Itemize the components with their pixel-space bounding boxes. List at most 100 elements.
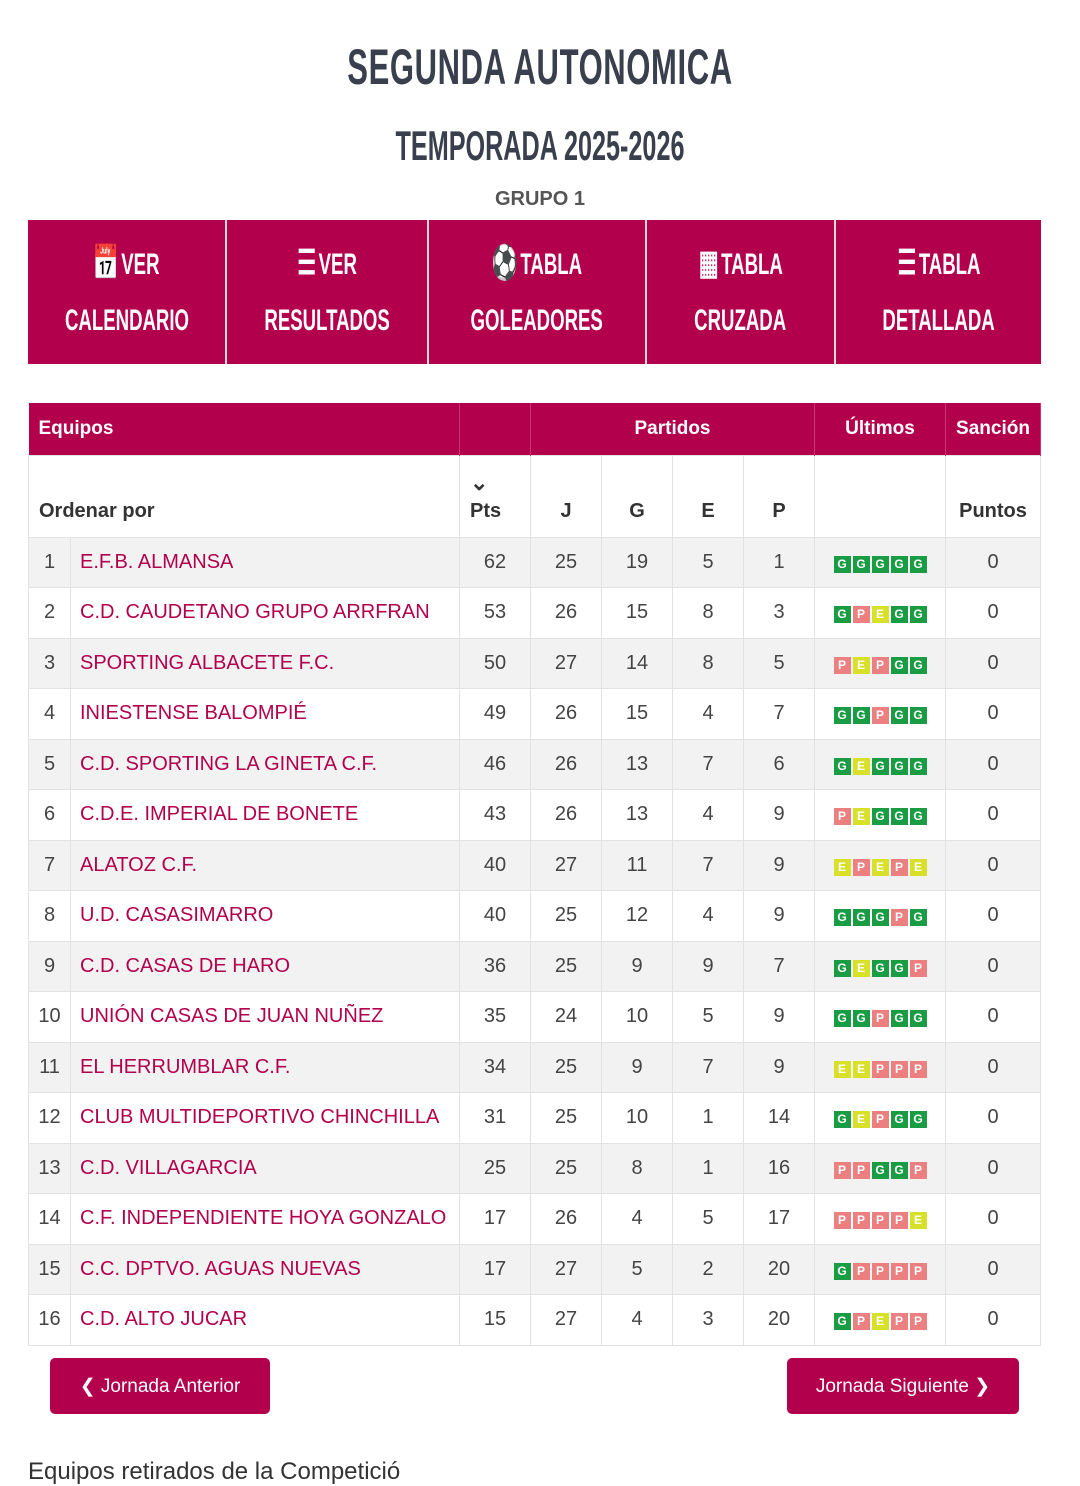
team-link[interactable]: UNIÓN CASAS DE JUAN NUÑEZ [70,991,460,1043]
won: 10 [601,1092,673,1144]
result-badge: G [890,555,908,573]
drawn: 7 [672,839,744,891]
sanction-points: 0 [945,1193,1041,1245]
position: 3 [28,637,71,689]
won: 4 [601,1193,673,1245]
position: 10 [28,991,71,1043]
team-link[interactable]: ALATOZ C.F. [70,839,460,891]
played: 26 [530,1193,602,1245]
result-badge: G [871,555,889,573]
team-link[interactable]: INIESTENSE BALOMPIÉ [70,688,460,740]
header-sanction: Sanción [945,403,1041,455]
position: 8 [28,890,71,942]
team-link[interactable]: C.D. CASAS DE HARO [70,940,460,992]
sanction-points: 0 [945,890,1041,942]
position: 5 [28,738,71,790]
played: 27 [530,1294,602,1346]
drawn: 1 [672,1092,744,1144]
won: 8 [601,1142,673,1194]
played: 27 [530,637,602,689]
team-link[interactable]: C.F. INDEPENDIENTE HOYA GONZALO [70,1193,460,1245]
won: 13 [601,738,673,790]
result-badge: P [871,656,889,674]
drawn: 5 [672,536,744,588]
previous-round-button[interactable]: ❮ Jornada Anterior [50,1358,270,1414]
result-badge: G [833,1111,851,1129]
nav-button-calendario[interactable]: 📅VER CALENDARIO [28,220,227,364]
season-title: TEMPORADA 2025-2026 [395,122,685,169]
lost: 20 [743,1294,815,1346]
lost: 7 [743,688,815,740]
drawn: 3 [672,1294,744,1346]
table-row: 15 C.C. DPTVO. AGUAS NUEVAS 17 27 5 2 20… [28,1243,1041,1295]
played: 27 [530,839,602,891]
points: 46 [459,738,531,790]
result-badge: G [890,1010,908,1028]
sort-pts[interactable]: ⌄ Pts [459,454,531,538]
drawn: 9 [672,940,744,992]
result-badge: P [833,656,851,674]
points: 53 [459,587,531,639]
result-badge: P [890,858,908,876]
team-link[interactable]: SPORTING ALBACETE F.C. [70,637,460,689]
result-badge: G [890,808,908,826]
team-link[interactable]: U.D. CASASIMARRO [70,890,460,942]
points: 15 [459,1294,531,1346]
points: 34 [459,1041,531,1093]
won: 15 [601,688,673,740]
result-badge: G [871,1161,889,1179]
position: 9 [28,940,71,992]
played: 26 [530,789,602,841]
lost: 3 [743,587,815,639]
played: 25 [530,1142,602,1194]
nav-button-resultados[interactable]: ☰VER RESULTADOS [227,220,429,364]
team-link[interactable]: CLUB MULTIDEPORTIVO CHINCHILLA [70,1092,460,1144]
team-link[interactable]: C.D. SPORTING LA GINETA C.F. [70,738,460,790]
result-badge: G [909,909,927,927]
drawn: 8 [672,587,744,639]
result-badge: P [909,1161,927,1179]
team-link[interactable]: C.D. ALTO JUCAR [70,1294,460,1346]
points: 35 [459,991,531,1043]
group-label: GRUPO 1 [494,188,586,210]
points: 43 [459,789,531,841]
result-badge: G [833,909,851,927]
nav-button-goleadores[interactable]: ⚽TABLA GOLEADORES [429,220,647,364]
result-badge: G [890,656,908,674]
header-teams: Equipos [28,403,460,455]
result-badge: P [852,1161,870,1179]
team-link[interactable]: C.C. DPTVO. AGUAS NUEVAS [70,1243,460,1295]
nav-button-cruzada[interactable]: ▦TABLA CRUZADA [647,220,836,364]
sanction-points: 0 [945,587,1041,639]
retired-teams-heading: Equipos retirados de la Competició [28,1458,401,1485]
team-link[interactable]: C.D. VILLAGARCIA [70,1142,460,1194]
result-badge: E [852,656,870,674]
position: 7 [28,839,71,891]
lost: 9 [743,890,815,942]
won: 10 [601,991,673,1043]
sanction-points: 0 [945,536,1041,588]
team-link[interactable]: EL HERRUMBLAR C.F. [70,1041,460,1093]
result-badge: E [852,757,870,775]
nav-button-detallada[interactable]: ☰TABLA DETALLADA [836,220,1041,364]
points: 31 [459,1092,531,1144]
team-link[interactable]: C.D.E. IMPERIAL DE BONETE [70,789,460,841]
sanction-points: 0 [945,1092,1041,1144]
result-badge: G [871,959,889,977]
position: 2 [28,587,71,639]
header-last: Últimos [814,403,946,455]
team-link[interactable]: C.D. CAUDETANO GRUPO ARRFRAN [70,587,460,639]
next-round-button[interactable]: Jornada Siguiente ❯ [787,1358,1019,1414]
team-link[interactable]: E.F.B. ALMANSA [70,536,460,588]
result-badge: P [890,1262,908,1280]
result-badge: G [890,1161,908,1179]
